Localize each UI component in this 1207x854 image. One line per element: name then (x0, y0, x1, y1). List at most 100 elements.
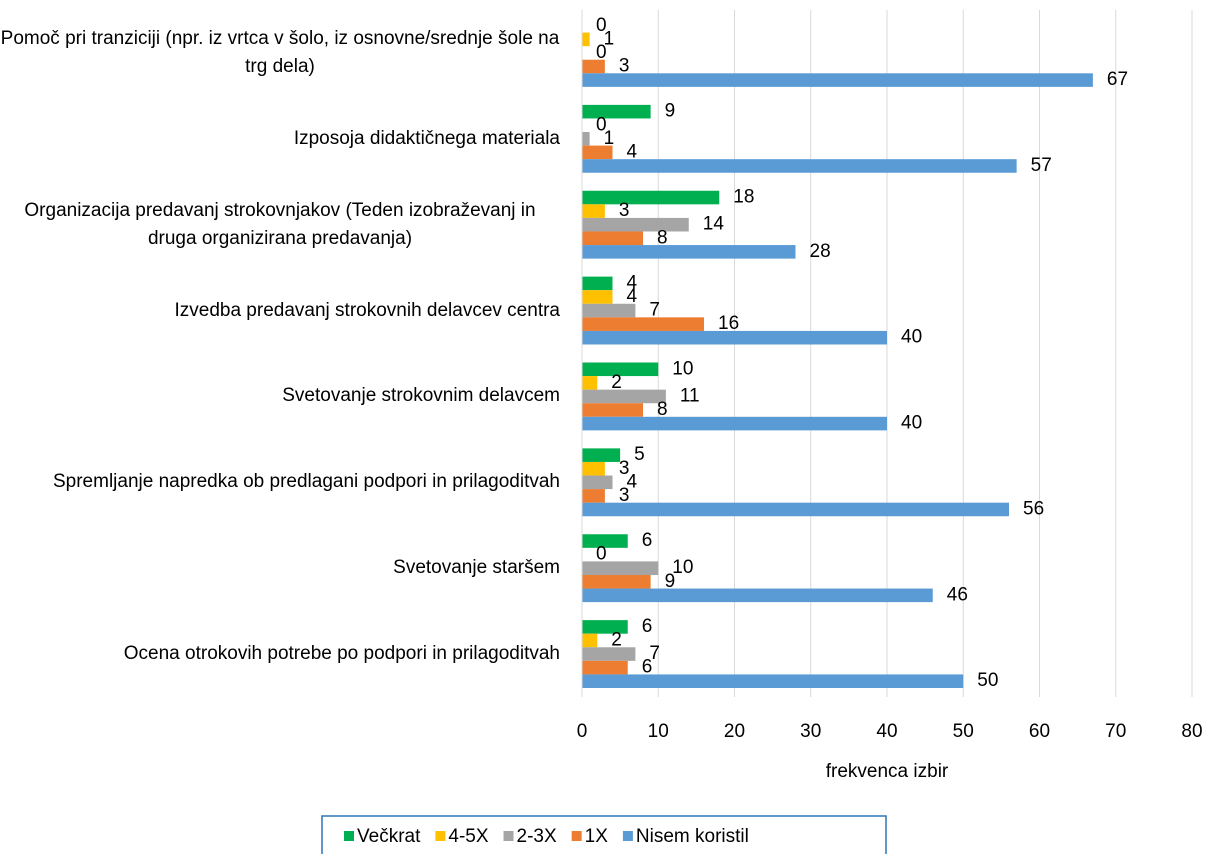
data-label: 6 (642, 530, 653, 551)
data-label: 28 (810, 241, 831, 262)
bar (582, 660, 628, 675)
data-label: 4 (627, 286, 638, 307)
bar (582, 475, 613, 490)
data-label: 0 (596, 114, 607, 135)
bar (582, 647, 636, 661)
data-label: 46 (947, 584, 968, 605)
legend-swatch (344, 831, 354, 841)
bar (582, 588, 933, 603)
data-label: 10 (672, 557, 693, 578)
bar (582, 317, 704, 331)
data-label: 8 (657, 399, 668, 420)
bar (582, 204, 605, 218)
bar (582, 620, 628, 634)
data-label: 0 (596, 544, 607, 565)
category-label: Izvedba predavanj strokovnih delavcev ce… (174, 299, 560, 321)
bar (582, 330, 887, 345)
legend-box (321, 815, 887, 854)
data-label: 56 (1023, 498, 1044, 519)
category-label: Svetovanje staršem (393, 557, 560, 579)
data-label: 3 (619, 458, 630, 479)
bar (582, 159, 1017, 173)
bar (582, 403, 643, 417)
data-label: 67 (1107, 69, 1128, 90)
bar (582, 217, 689, 232)
bar (582, 448, 621, 462)
bar (582, 574, 651, 589)
category-label: Organizacija predavanj strokovnjakov (Te… (24, 199, 536, 249)
bar (582, 561, 659, 575)
bar (582, 633, 598, 648)
bar (582, 362, 659, 377)
bar (582, 190, 720, 205)
data-label: 3 (619, 200, 630, 221)
bar (582, 59, 605, 74)
data-label: 2 (611, 630, 622, 651)
data-label: 40 (901, 327, 922, 348)
x-tick-label: 20 (724, 721, 745, 742)
data-label: 3 (619, 485, 630, 506)
bar (582, 245, 796, 259)
bar (582, 461, 605, 476)
bar (582, 32, 590, 47)
data-label: 18 (733, 187, 754, 208)
data-label: 4 (627, 141, 638, 162)
x-axis-title: frekvenca izbir (826, 761, 949, 782)
legend-swatch (622, 831, 633, 841)
data-label: 3 (619, 56, 630, 77)
legend-label: Nisem koristil (636, 826, 749, 847)
data-label: 50 (977, 670, 998, 691)
bar (582, 290, 613, 304)
bar (582, 502, 1009, 517)
x-tick-label: 30 (800, 721, 821, 742)
data-label: 7 (649, 643, 660, 664)
legend-label: 4-5X (448, 826, 488, 847)
bar (582, 416, 887, 431)
category-label: Ocena otrokovih potrebe po podpori in pr… (123, 643, 560, 665)
x-tick-label: 60 (1029, 721, 1050, 742)
data-label: 4 (627, 272, 638, 293)
bar (582, 73, 1093, 87)
legend-swatch (503, 831, 514, 841)
data-label: 1 (604, 28, 615, 49)
legend-swatch (435, 831, 446, 841)
data-label: 7 (649, 300, 660, 321)
legend-label: 2-3X (517, 826, 557, 847)
category-label: Spremljanje napredka ob predlagani podpo… (52, 471, 560, 493)
bar (582, 389, 666, 404)
data-label: 16 (718, 313, 739, 334)
data-label: 0 (596, 42, 607, 63)
x-tick-label: 80 (1181, 721, 1202, 742)
data-label: 2 (611, 372, 622, 393)
data-label: 14 (703, 214, 725, 235)
data-label: 6 (642, 657, 653, 678)
data-label: 6 (642, 616, 653, 637)
data-label: 9 (665, 571, 676, 592)
data-label: 57 (1031, 155, 1052, 176)
bar (582, 303, 636, 318)
x-tick-label: 0 (577, 721, 588, 742)
data-label: 8 (657, 227, 668, 248)
bar (582, 104, 651, 119)
bar (582, 231, 643, 246)
bar (582, 674, 964, 688)
bar (582, 276, 613, 291)
data-label: 0 (596, 15, 607, 36)
category-label: Izposoja didaktičnega materiala (293, 127, 560, 149)
legend-swatch (571, 831, 582, 841)
x-tick-label: 40 (876, 721, 897, 742)
data-label: 4 (627, 471, 638, 492)
legend-label: Večkrat (357, 826, 421, 847)
x-tick-label: 10 (648, 721, 669, 742)
x-tick-label: 50 (953, 721, 974, 742)
data-label: 10 (672, 358, 693, 379)
bar (582, 534, 628, 548)
category-label: Pomoč pri tranziciji (npr. iz vrtca v šo… (0, 27, 560, 77)
x-tick-label: 70 (1105, 721, 1126, 742)
data-label: 5 (634, 444, 645, 465)
data-label: 9 (665, 101, 676, 122)
data-label: 11 (680, 385, 700, 406)
category-label: Svetovanje strokovnim delavcem (282, 385, 560, 407)
